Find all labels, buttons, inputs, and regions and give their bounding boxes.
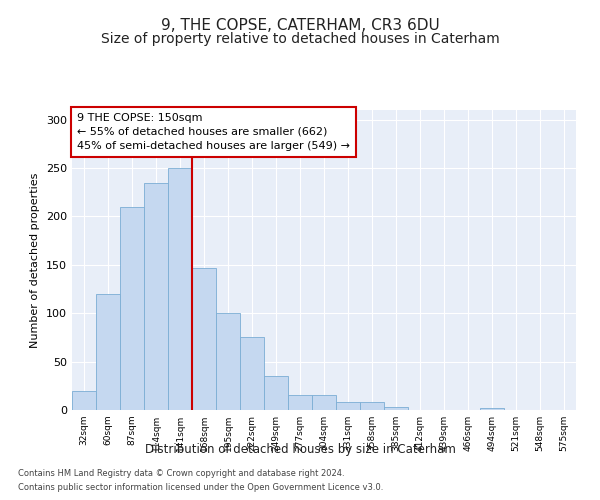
Text: Size of property relative to detached houses in Caterham: Size of property relative to detached ho… (101, 32, 499, 46)
Bar (168, 168, 192, 410)
Bar (264, 376, 288, 410)
Bar (360, 402, 384, 410)
Bar (480, 408, 504, 410)
Text: Contains public sector information licensed under the Open Government Licence v3: Contains public sector information licen… (18, 484, 383, 492)
Text: 9, THE COPSE, CATERHAM, CR3 6DU: 9, THE COPSE, CATERHAM, CR3 6DU (161, 18, 439, 32)
Bar (384, 407, 408, 410)
Bar (192, 268, 216, 410)
Bar (240, 338, 264, 410)
Bar (216, 313, 240, 410)
Text: Contains HM Land Registry data © Crown copyright and database right 2024.: Contains HM Land Registry data © Crown c… (18, 468, 344, 477)
Bar (312, 396, 336, 410)
Y-axis label: Number of detached properties: Number of detached properties (31, 172, 40, 348)
Bar (336, 402, 360, 410)
Text: 9 THE COPSE: 150sqm
← 55% of detached houses are smaller (662)
45% of semi-detac: 9 THE COPSE: 150sqm ← 55% of detached ho… (77, 113, 350, 151)
Bar (288, 396, 312, 410)
Text: Distribution of detached houses by size in Caterham: Distribution of detached houses by size … (145, 442, 455, 456)
Bar (72, 390, 96, 410)
Bar (120, 207, 144, 410)
Bar (96, 294, 120, 410)
Bar (144, 182, 168, 410)
